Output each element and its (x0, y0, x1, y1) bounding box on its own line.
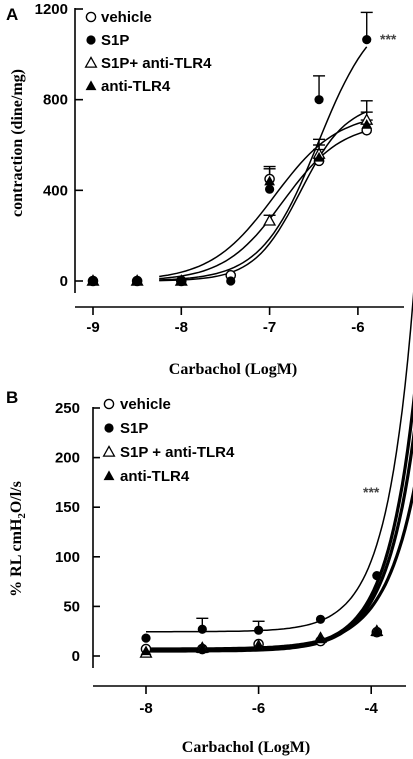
panel-b-fit-curve (146, 291, 413, 633)
panel-b-fit-curves (146, 291, 413, 653)
panel-a-legend-marker (86, 35, 96, 45)
panel-a-point (362, 35, 372, 45)
panel-b-legend-label: vehicle (120, 396, 171, 413)
panel-a-legend-label: vehicle (101, 9, 152, 26)
panel-b-legend-label: S1P (120, 420, 148, 437)
panel-a-x-tick-label: -7 (263, 319, 276, 336)
panel-a-y-axis-title: contraction (dine/mg) (9, 69, 26, 217)
panel-a-point (131, 275, 143, 286)
panel-b-y-tick-label: 250 (55, 400, 80, 417)
panel-b-x-tick-label: -6 (252, 700, 265, 717)
panel-a-legend-label: anti-TLR4 (101, 78, 171, 95)
panel-a-legend-marker (85, 80, 97, 91)
panel-b-y-tick-label: 200 (55, 450, 80, 467)
panel-b-point (372, 571, 382, 581)
panel-a-point (264, 175, 275, 186)
panel-a-x-tick-label: -9 (86, 319, 99, 336)
panel-a-legend-marker (84, 56, 98, 68)
panel-b-error-bars (196, 617, 265, 631)
panel-a-fit-curves (159, 46, 368, 282)
panel-a-legend: vehicle S1P S1P+ anti-TLR4 anti-TLR4 (84, 9, 212, 95)
panel-a-significance: *** (380, 31, 397, 47)
panel-b-fit-curve (146, 393, 413, 652)
panel-b-y-tick-label: 100 (55, 549, 80, 566)
panel-b-y-tick-label: 50 (63, 598, 80, 615)
panel-a-point (87, 275, 99, 286)
panel-a-point (313, 151, 325, 162)
panel-b-legend-label: anti-TLR4 (120, 468, 190, 485)
panel-a-letter: A (6, 5, 18, 24)
panel-b-point (315, 614, 326, 624)
panel-a-x-tick-label: -8 (175, 319, 188, 336)
panel-b-point (315, 633, 326, 644)
panel-a-point (265, 184, 275, 194)
chart-panel-a: A 0 400 800 1200 -9 -8 -7 -6 vehicle S1P S1P+ ant… (6, 1, 404, 378)
panel-a-fit-curve (159, 120, 367, 278)
panel-b-y-axis-title: % RL cmH2O/l/s (8, 481, 28, 597)
panel-b-point (253, 641, 264, 652)
panel-a-y-tick-label: 0 (60, 273, 68, 290)
panel-b-legend-label: S1P + anti-TLR4 (120, 444, 235, 461)
panel-a-axes: 0 400 800 1200 -9 -8 -7 -6 (35, 1, 404, 336)
panel-b-y-tick-label: 150 (55, 499, 80, 516)
panel-b-x-tick-label: -4 (365, 700, 379, 717)
panel-b-letter: B (6, 388, 18, 407)
panel-a-data-points (86, 35, 374, 287)
panel-b-legend-marker (103, 470, 115, 481)
panel-a-point (226, 276, 236, 286)
panel-b-legend-marker (102, 445, 116, 457)
panel-b-point (254, 625, 264, 635)
panel-b-point (197, 624, 207, 634)
panel-a-point (263, 213, 277, 226)
panel-a-y-tick-label: 800 (43, 92, 68, 109)
panel-b-legend-marker (104, 423, 114, 433)
panel-a-legend-label: S1P (101, 32, 129, 49)
panel-a-y-tick-label: 400 (43, 182, 68, 199)
panel-b-x-tick-label: -8 (139, 700, 152, 717)
panel-a-point (314, 95, 324, 105)
panel-b-point (196, 643, 208, 654)
panel-b-legend-marker (103, 398, 115, 410)
panel-a-point (175, 275, 187, 286)
panel-b-point (371, 626, 383, 637)
panel-b-data-points (139, 571, 384, 658)
panel-a-fit-curve (159, 46, 368, 281)
panel-a-legend-label: S1P+ anti-TLR4 (101, 55, 212, 72)
panel-b-y-title-part-2: O/l/s (8, 481, 25, 513)
panel-a-fit-curve (159, 130, 367, 280)
panel-a-x-tick-label: -6 (351, 319, 364, 336)
panel-b-point (140, 645, 152, 656)
panel-b-legend: vehicle S1P S1P + anti-TLR4 anti-TLR4 (102, 396, 235, 485)
panel-b-point (141, 633, 151, 643)
panel-a-y-tick-label: 1200 (35, 1, 68, 18)
panel-a-fit-curve (159, 111, 367, 282)
panel-b-x-axis-title: Carbachol (LogM) (182, 739, 310, 756)
panel-a-error-bars (263, 11, 373, 221)
panel-b-y-title-part-1: % RL cmH (8, 518, 25, 597)
panel-a-legend-marker (85, 11, 97, 23)
panel-b-y-tick-label: 0 (72, 648, 80, 665)
panel-b-significance: *** (363, 484, 380, 500)
panel-b-y-title-subscript: 2 (16, 513, 28, 519)
panel-a-point (361, 119, 373, 129)
panel-a-x-axis-title: Carbachol (LogM) (169, 361, 297, 378)
